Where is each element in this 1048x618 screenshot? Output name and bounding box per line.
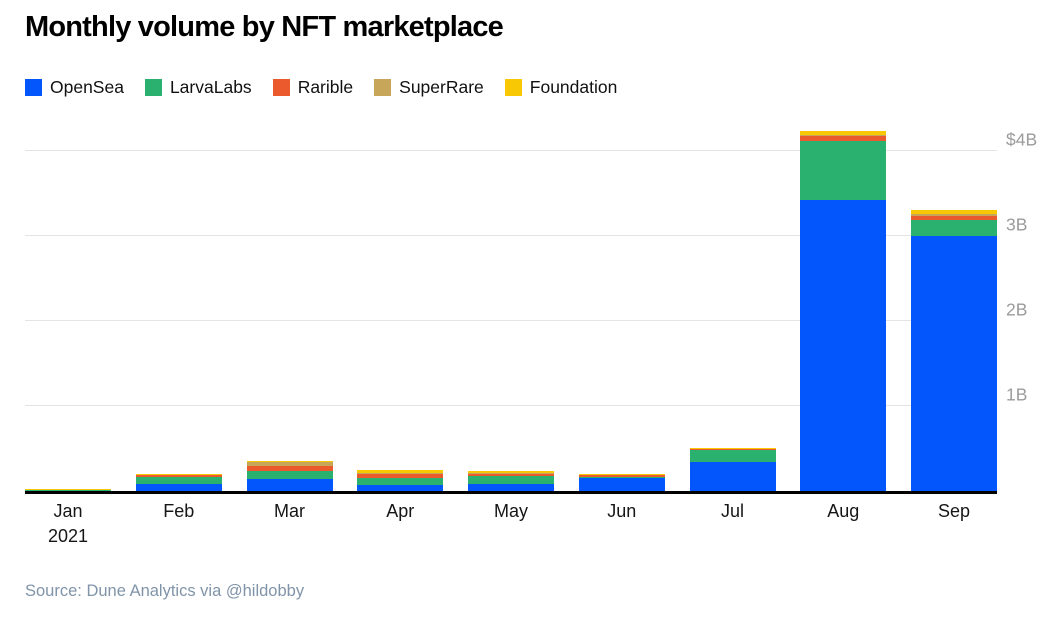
- x-tick-label-year: 2021: [47, 526, 89, 546]
- bar-jan-2021: [25, 130, 111, 491]
- legend-swatch-rarible: [272, 79, 290, 96]
- plot-area: 1B 2B 3B $4B: [25, 130, 1037, 494]
- bar-segment-opensea: [689, 462, 776, 491]
- bar-segment-larvalabs: [578, 476, 665, 478]
- source-attribution: Source: Dune Analytics via @hildobby: [25, 582, 305, 600]
- bar-segment-superrare: [911, 214, 997, 217]
- chart-title: Monthly volume by NFT marketplace: [25, 11, 504, 43]
- bar-feb: [135, 130, 222, 491]
- bar-segment-opensea: [468, 484, 554, 491]
- bar-segment-larvalabs: [246, 470, 333, 480]
- bar-segment-opensea: [25, 490, 111, 491]
- legend-label: Rarible: [297, 77, 354, 97]
- bar-segment-rarible: [25, 489, 111, 491]
- gridline-3b: [25, 235, 997, 237]
- legend-label: OpenSea: [50, 77, 124, 97]
- bar-segment-superrare: [246, 462, 333, 467]
- y-tick-label-3b: 3B: [1006, 214, 1028, 235]
- x-tick-label-aug: Aug: [827, 501, 860, 521]
- bar-segment-rarible: [911, 216, 997, 221]
- bar-sep: [911, 130, 997, 491]
- legend-label: LarvaLabs: [169, 77, 252, 97]
- bar-segment-opensea: [911, 236, 997, 491]
- bar-segment-rarible: [135, 475, 222, 478]
- x-axis-line: [25, 491, 997, 494]
- bar-segment-opensea: [800, 199, 887, 491]
- x-tick-label-jan-2021: Jan 2021: [25, 499, 111, 549]
- bar-may: [468, 130, 554, 491]
- bar-segment-opensea: [135, 484, 222, 491]
- bar-segment-opensea: [246, 479, 333, 491]
- legend-label: SuperRare: [399, 77, 484, 97]
- bar-segment-rarible: [468, 473, 554, 477]
- legend-item-rarible: Rarible: [272, 77, 354, 98]
- gridline-4b: [25, 150, 997, 152]
- bar-jun: [578, 130, 665, 491]
- legend-swatch-superrare: [374, 79, 392, 96]
- bar-segment-foundation: [911, 210, 997, 215]
- bar-segment-larvalabs: [357, 477, 444, 486]
- bar-segment-superrare: [135, 474, 222, 476]
- legend-swatch-opensea: [25, 79, 42, 96]
- x-tick-label-may: May: [493, 501, 528, 521]
- bar-apr: [357, 130, 444, 491]
- bar-segment-larvalabs: [800, 141, 887, 200]
- y-tick-label-4b: $4B: [1006, 129, 1038, 150]
- y-tick-label-1b: 1B: [1006, 384, 1028, 405]
- bar-segment-larvalabs: [689, 450, 776, 463]
- bar-segment-rarible: [578, 473, 665, 477]
- y-tick-label-2b: 2B: [1006, 299, 1028, 320]
- legend-item-superrare: SuperRare: [374, 77, 484, 98]
- x-tick-label-feb: Feb: [163, 501, 195, 521]
- bar-segment-foundation: [468, 470, 554, 473]
- legend-label: Foundation: [529, 77, 618, 97]
- bar-segment-larvalabs: [468, 476, 554, 485]
- bar-segment-rarible: [357, 474, 444, 478]
- bar-segment-foundation: [689, 447, 776, 449]
- bar-segment-larvalabs: [135, 477, 222, 485]
- legend-item-opensea: OpenSea: [25, 77, 124, 98]
- x-tick-label-apr: Apr: [386, 501, 415, 521]
- bar-segment-superrare: [468, 472, 554, 474]
- legend-item-larvalabs: LarvaLabs: [144, 77, 252, 98]
- bar-segment-rarible: [689, 448, 776, 451]
- bar-aug: [800, 130, 887, 491]
- legend-item-foundation: Foundation: [504, 77, 618, 98]
- gridline-2b: [25, 320, 997, 322]
- x-tick-label-jun: Jun: [607, 501, 637, 521]
- x-axis-labels: Jan 2021 Feb Mar Apr May Jun Jul Aug Sep: [25, 499, 997, 559]
- x-tick-label-mar: Mar: [274, 501, 305, 521]
- bar-segment-superrare: [800, 134, 887, 137]
- bar-segment-rarible: [246, 466, 333, 471]
- bar-mar: [246, 130, 333, 491]
- bar-segment-opensea: [578, 477, 665, 491]
- chart-legend: OpenSea LarvaLabs Rarible SuperRare Foundati…: [25, 77, 617, 98]
- x-tick-label-jul: Jul: [720, 501, 744, 521]
- bar-segment-rarible: [800, 136, 887, 142]
- legend-swatch-larvalabs: [144, 79, 162, 96]
- bar-jul: [689, 130, 776, 491]
- bar-segment-superrare: [357, 472, 444, 475]
- x-tick-label-sep: Sep: [937, 501, 971, 521]
- bar-segment-foundation: [800, 130, 887, 135]
- bar-segment-foundation: [357, 469, 444, 473]
- bar-segment-larvalabs: [911, 220, 997, 237]
- bar-segment-opensea: [357, 485, 444, 491]
- gridline-1b: [25, 405, 997, 407]
- legend-swatch-foundation: [504, 79, 522, 96]
- bar-segment-foundation: [246, 460, 333, 463]
